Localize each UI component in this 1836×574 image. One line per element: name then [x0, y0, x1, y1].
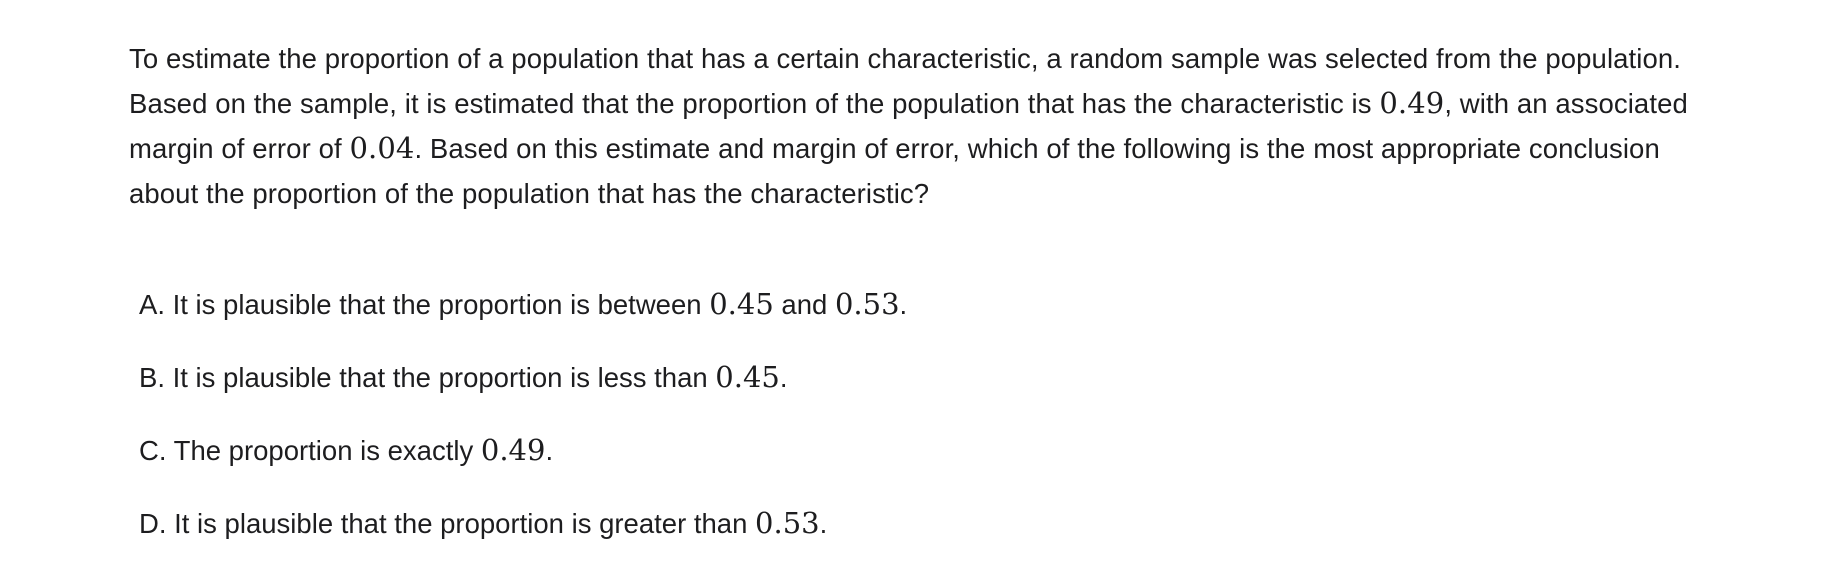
choice-letter: D. — [139, 508, 167, 539]
choice-text: It is plausible that the proportion is b… — [164, 289, 710, 320]
choice-value: 0.49 — [480, 433, 546, 467]
estimate-value: 0.49 — [1379, 86, 1445, 120]
question-part-1: To estimate the proportion of a populati… — [129, 43, 1682, 119]
choice-letter: B. — [139, 362, 165, 393]
choice-b[interactable]: B. It is plausible that the proportion i… — [139, 355, 1639, 428]
choice-value: 0.53 — [755, 506, 820, 540]
question-text: To estimate the proportion of a populati… — [129, 36, 1709, 216]
margin-of-error-value: 0.04 — [349, 131, 415, 165]
choice-d[interactable]: D. It is plausible that the proportion i… — [139, 501, 1639, 574]
choice-text: It is plausible that the proportion is l… — [164, 362, 716, 393]
choice-text: . — [899, 289, 908, 320]
choice-letter: A. — [139, 289, 165, 320]
answer-choices: A. It is plausible that the proportion i… — [139, 282, 1639, 574]
choice-value: 0.45 — [715, 360, 780, 394]
question-part-3: . Based on this estimate and margin of e… — [129, 133, 1660, 209]
choice-text: . — [545, 435, 554, 466]
choice-text: . — [819, 508, 828, 539]
choice-text: It is plausible that the proportion is g… — [166, 508, 756, 539]
choice-text: . — [779, 362, 788, 393]
choice-text: The proportion is exactly — [166, 435, 481, 466]
choice-letter: C. — [139, 435, 167, 466]
question-part-2: , with an associated margin of error of — [129, 88, 1688, 164]
choice-value: 0.45 — [709, 287, 774, 321]
choice-text: and — [773, 289, 835, 320]
choice-a[interactable]: A. It is plausible that the proportion i… — [139, 282, 1639, 355]
choice-value: 0.53 — [834, 287, 900, 321]
choice-c[interactable]: C. The proportion is exactly 0.49. — [139, 428, 1639, 501]
